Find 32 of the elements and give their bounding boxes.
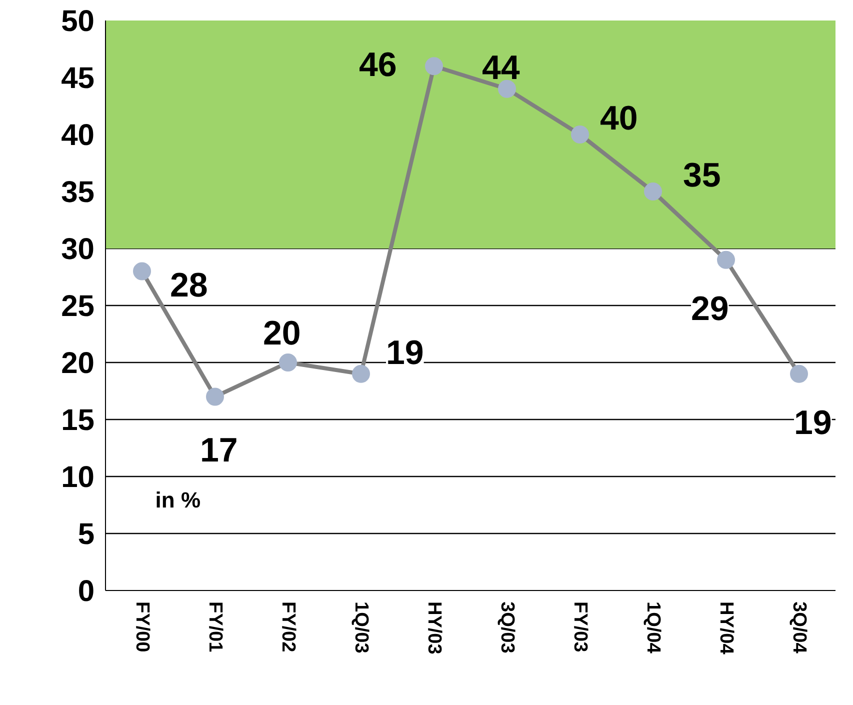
y-tick-label: 5	[78, 518, 95, 551]
data-label: 35	[683, 156, 721, 194]
data-label: 44	[482, 48, 520, 87]
data-label: 28	[170, 266, 208, 304]
x-tick-label: 1Q/03	[350, 602, 372, 654]
data-label: 40	[600, 100, 638, 138]
x-tick-label: HY/03	[424, 602, 444, 654]
y-tick-label: 45	[61, 62, 95, 95]
data-label: 20	[263, 314, 301, 352]
data-label: 19	[794, 404, 832, 442]
x-tick-label: HY/04	[716, 602, 736, 655]
y-tick-label: 10	[61, 461, 95, 494]
y-tick-label: 35	[61, 176, 95, 209]
y-tick-label: 25	[61, 290, 95, 323]
x-tick-label: FY/03	[570, 602, 590, 652]
annotation: in %	[155, 488, 201, 512]
y-tick-label: 30	[61, 233, 95, 266]
data-label: 19	[386, 334, 424, 372]
y-tick-label: 50	[61, 5, 95, 38]
x-tick-label: 1Q/04	[642, 602, 664, 654]
x-tick-label: FY/02	[278, 602, 298, 652]
x-tick-label: FY/01	[204, 602, 226, 653]
y-tick-label: 40	[61, 119, 95, 152]
y-tick-label: 0	[78, 575, 95, 608]
x-tick-label: FY/00	[132, 602, 152, 652]
data-label: 17	[200, 432, 238, 470]
y-tick-label: 20	[61, 347, 95, 380]
y-tick-label: 15	[61, 404, 95, 437]
x-tick-label: 3Q/04	[788, 602, 810, 654]
x-tick-label: 3Q/03	[496, 602, 518, 654]
data-label: 29	[691, 290, 729, 328]
data-label: 46	[359, 46, 397, 84]
